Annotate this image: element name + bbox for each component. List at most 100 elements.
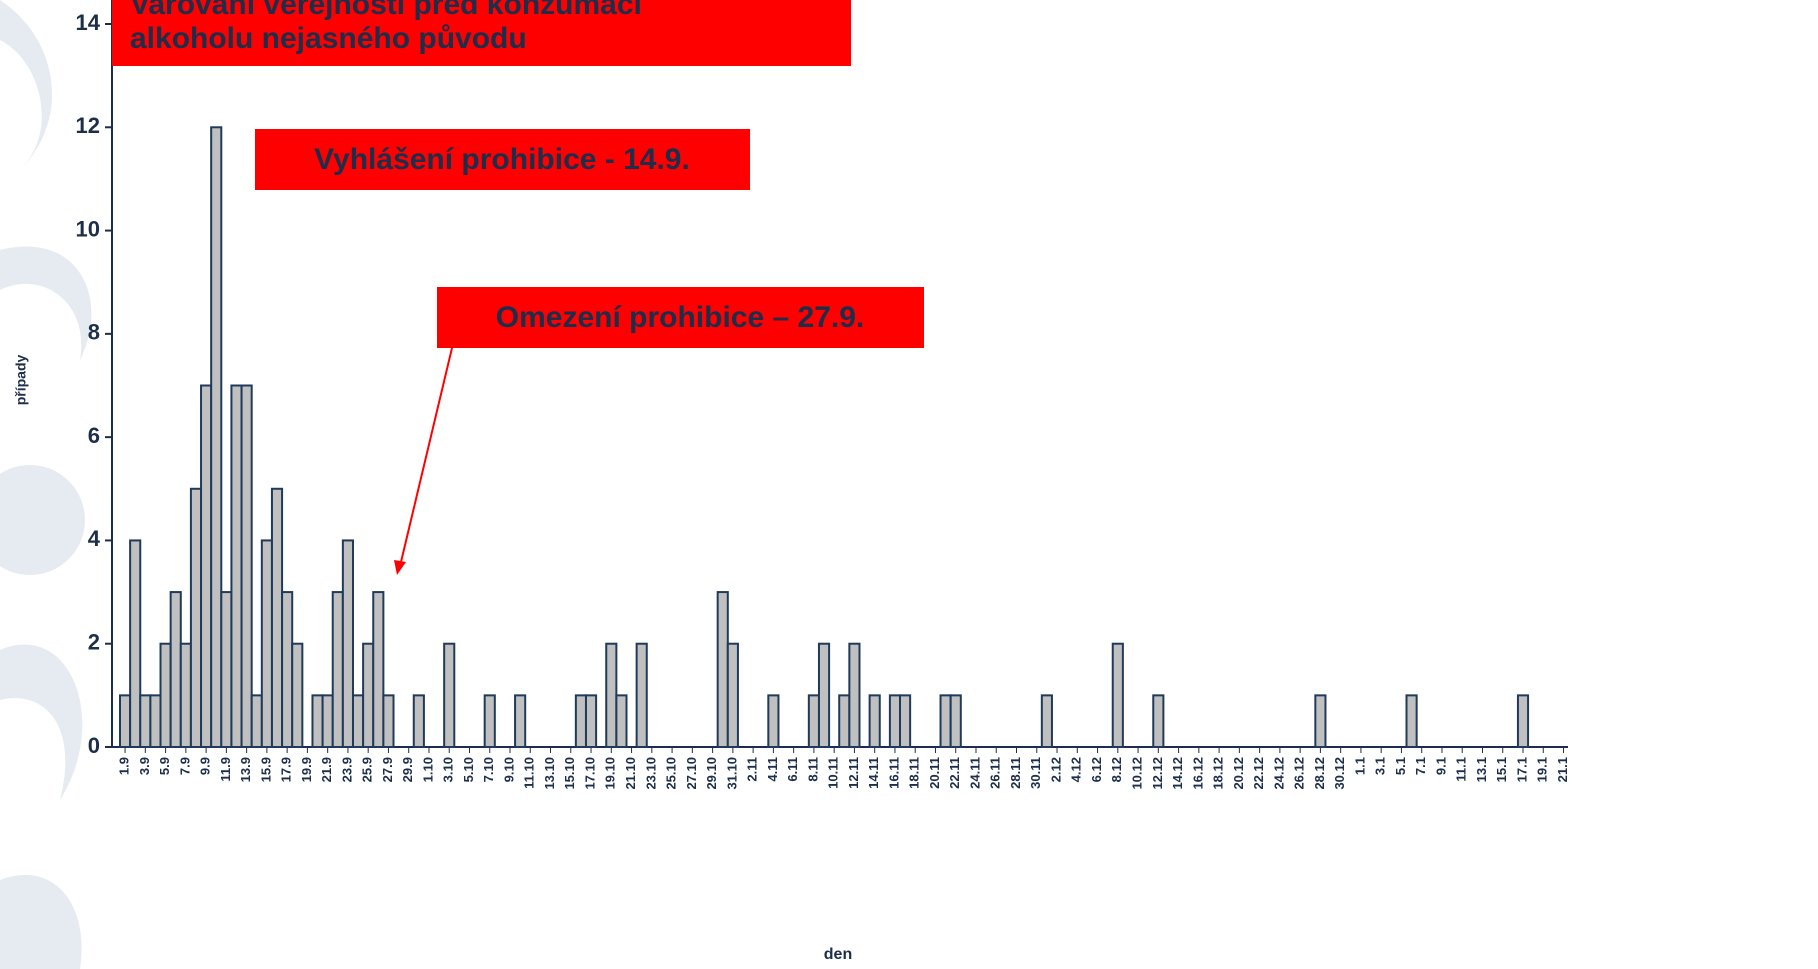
annotation-box xyxy=(437,287,924,348)
bar xyxy=(291,642,304,749)
x-tick-label: 9.9 xyxy=(198,757,213,775)
x-tick-label: 18.12 xyxy=(1211,757,1226,790)
y-tick-label: 2 xyxy=(88,630,100,655)
x-tick-label: 26.12 xyxy=(1292,757,1307,790)
bar xyxy=(1152,694,1165,748)
y-tick-label: 4 xyxy=(88,526,101,551)
x-tick-label: 31.10 xyxy=(724,757,739,790)
bar xyxy=(1405,694,1418,748)
x-tick-label: 3.9 xyxy=(137,757,152,775)
bar xyxy=(382,694,395,748)
bar xyxy=(1111,642,1124,749)
x-tick-label: 24.12 xyxy=(1271,757,1286,790)
bar xyxy=(1040,694,1053,748)
x-tick-label: 10.12 xyxy=(1130,757,1145,790)
x-tick-label: 16.11 xyxy=(886,757,901,789)
y-tick-label: 8 xyxy=(88,320,100,345)
bar xyxy=(584,694,598,748)
x-tick-label: 7.9 xyxy=(177,757,192,775)
x-tick-label: 7.1 xyxy=(1413,757,1428,775)
bar xyxy=(270,487,284,748)
x-tick-label: 4.11 xyxy=(765,757,780,782)
bar xyxy=(159,642,172,749)
x-tick-label: 12.11 xyxy=(846,757,861,789)
x-tick-label: 22.12 xyxy=(1251,757,1266,790)
x-tick-label: 20.11 xyxy=(927,757,942,789)
bar xyxy=(1314,694,1327,748)
bar xyxy=(939,694,952,748)
bar xyxy=(321,694,334,748)
bar xyxy=(899,694,912,748)
x-tick-label: 29.9 xyxy=(400,757,415,782)
x-tick-label: 3.1 xyxy=(1373,757,1388,775)
bar xyxy=(210,126,223,749)
annotation: alkoholu nejasného původu xyxy=(130,22,527,55)
x-tick-label: 23.9 xyxy=(339,757,354,782)
bar xyxy=(726,642,739,749)
x-tick-label: 20.12 xyxy=(1231,757,1246,790)
x-tick-label: 30.11 xyxy=(1028,757,1043,789)
annotation-box xyxy=(255,129,750,190)
bar xyxy=(483,694,496,748)
bar xyxy=(615,694,628,748)
bar xyxy=(311,694,324,748)
y-tick-label: 14 xyxy=(76,10,101,35)
bar xyxy=(514,694,527,748)
bar xyxy=(281,591,294,748)
bar xyxy=(443,642,456,749)
arrow xyxy=(400,347,453,563)
x-tick-label: 25.10 xyxy=(664,757,679,790)
x-tick-label: 6.12 xyxy=(1089,757,1104,782)
x-tick-label: 21.9 xyxy=(319,757,334,782)
x-tick-label: 19.9 xyxy=(299,757,314,782)
x-tick-label: 27.10 xyxy=(684,757,699,790)
x-tick-label: 3.10 xyxy=(441,757,456,782)
bar xyxy=(888,694,902,748)
bar xyxy=(412,694,425,748)
x-tick-label: 5.10 xyxy=(461,757,476,782)
x-tick-label: 19.10 xyxy=(603,757,618,790)
x-tick-label: 5.1 xyxy=(1393,757,1408,775)
bar xyxy=(574,694,587,748)
x-tick-label: 13.10 xyxy=(542,757,557,790)
bar xyxy=(605,642,618,749)
bar xyxy=(807,694,820,748)
x-tick-label: 1.1 xyxy=(1352,757,1367,775)
bar xyxy=(240,384,253,748)
y-axis-label: případy xyxy=(13,355,29,406)
bar xyxy=(767,694,780,748)
bar xyxy=(200,384,213,748)
x-tick-label: 16.12 xyxy=(1190,757,1205,790)
y-tick-label: 0 xyxy=(88,733,100,758)
x-tick-label: 5.9 xyxy=(157,757,172,775)
x-tick-label: 12.12 xyxy=(1150,757,1165,790)
bar xyxy=(331,591,344,748)
x-tick-label: 23.10 xyxy=(643,757,658,790)
bar xyxy=(341,539,354,749)
bar xyxy=(1516,694,1530,748)
x-tick-label: 18.11 xyxy=(907,757,922,789)
background-decoration xyxy=(0,0,92,969)
x-tick-label: 25.9 xyxy=(360,757,375,782)
x-tick-label: 22.11 xyxy=(947,757,962,789)
bar xyxy=(260,539,273,749)
x-tick-label: 10.11 xyxy=(826,757,841,789)
x-tick-label: 24.11 xyxy=(967,757,982,789)
x-tick-label: 13.9 xyxy=(238,757,253,782)
x-tick-label: 8.12 xyxy=(1109,757,1124,782)
bar xyxy=(949,694,962,748)
bar xyxy=(149,694,162,748)
x-tick-label: 15.9 xyxy=(258,757,273,782)
x-tick-label: 17.9 xyxy=(279,757,294,782)
bar xyxy=(868,694,881,748)
bar xyxy=(351,694,365,748)
bar xyxy=(179,642,192,749)
x-tick-label: 21.1 xyxy=(1555,757,1570,782)
x-axis-label: den xyxy=(824,946,852,963)
bar xyxy=(139,694,152,748)
y-tick-label: 10 xyxy=(76,216,100,241)
x-tick-label: 26.11 xyxy=(988,757,1003,789)
x-tick-label: 29.10 xyxy=(704,757,719,790)
x-tick-label: 17.1 xyxy=(1514,757,1529,782)
